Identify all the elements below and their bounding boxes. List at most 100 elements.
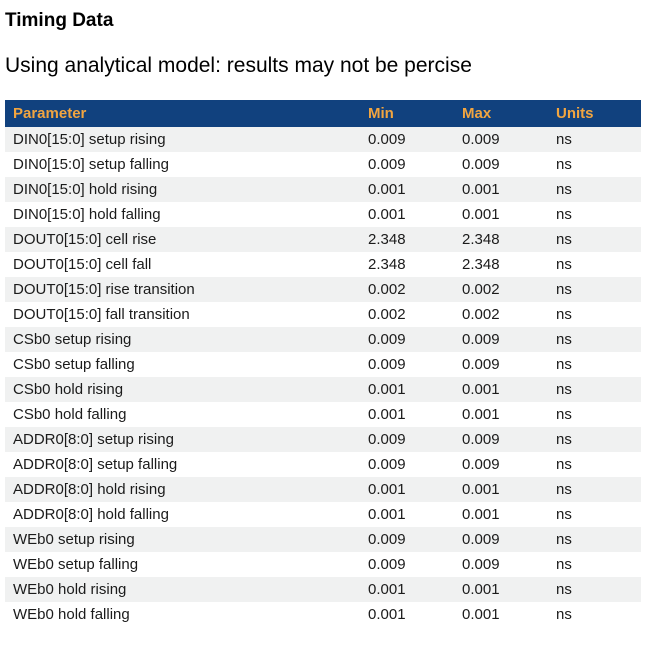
min-cell: 0.001 <box>368 381 406 398</box>
page-subtitle: Using analytical model: results may not … <box>5 54 472 77</box>
parameter-cell: DOUT0[15:0] cell fall <box>13 256 152 273</box>
max-cell: 0.001 <box>462 506 500 523</box>
table-row: WEb0 setup falling 0.009 0.009 ns <box>5 552 641 577</box>
max-cell: 0.001 <box>462 381 500 398</box>
units-cell: ns <box>556 256 572 273</box>
parameter-cell: WEb0 hold rising <box>13 581 127 598</box>
units-cell: ns <box>556 431 572 448</box>
units-cell: ns <box>556 231 572 248</box>
table-row: CSb0 hold rising 0.001 0.001 ns <box>5 377 641 402</box>
parameter-cell: DIN0[15:0] setup rising <box>13 131 166 148</box>
max-cell: 0.001 <box>462 606 500 623</box>
min-cell: 0.009 <box>368 531 406 548</box>
units-cell: ns <box>556 306 572 323</box>
table-row: WEb0 hold rising 0.001 0.001 ns <box>5 577 641 602</box>
table-row: DIN0[15:0] hold rising 0.001 0.001 ns <box>5 177 641 202</box>
max-cell: 0.009 <box>462 556 500 573</box>
min-cell: 2.348 <box>368 256 406 273</box>
units-cell: ns <box>556 131 572 148</box>
min-cell: 0.009 <box>368 556 406 573</box>
max-cell: 0.009 <box>462 331 500 348</box>
max-cell: 0.009 <box>462 431 500 448</box>
min-cell: 0.001 <box>368 506 406 523</box>
parameter-cell: ADDR0[8:0] hold rising <box>13 481 166 498</box>
min-cell: 0.001 <box>368 606 406 623</box>
max-cell: 0.009 <box>462 131 500 148</box>
units-cell: ns <box>556 406 572 423</box>
parameter-cell: DIN0[15:0] hold rising <box>13 181 158 198</box>
units-cell: ns <box>556 481 572 498</box>
min-cell: 0.001 <box>368 581 406 598</box>
units-cell: ns <box>556 331 572 348</box>
max-cell: 0.009 <box>462 356 500 373</box>
units-cell: ns <box>556 181 572 198</box>
max-cell: 0.001 <box>462 206 500 223</box>
table-row: DOUT0[15:0] rise transition 0.002 0.002 ns <box>5 277 641 302</box>
min-cell: 0.002 <box>368 281 406 298</box>
parameter-cell: ADDR0[8:0] hold falling <box>13 506 169 523</box>
units-cell: ns <box>556 381 572 398</box>
min-cell: 0.002 <box>368 306 406 323</box>
units-cell: ns <box>556 356 572 373</box>
table-row: DIN0[15:0] setup rising 0.009 0.009 ns <box>5 127 641 152</box>
parameter-cell: CSb0 setup falling <box>13 356 135 373</box>
min-cell: 0.009 <box>368 156 406 173</box>
min-cell: 0.009 <box>368 356 406 373</box>
table-row: ADDR0[8:0] hold rising 0.001 0.001 ns <box>5 477 641 502</box>
min-cell: 0.001 <box>368 181 406 198</box>
parameter-cell: CSb0 hold falling <box>13 406 127 423</box>
max-cell: 0.002 <box>462 306 500 323</box>
max-cell: 2.348 <box>462 256 500 273</box>
units-cell: ns <box>556 156 572 173</box>
table-header-row: Parameter Min Max Units <box>5 100 641 127</box>
max-cell: 0.009 <box>462 156 500 173</box>
table-row: ADDR0[8:0] setup falling 0.009 0.009 ns <box>5 452 641 477</box>
min-cell: 0.001 <box>368 481 406 498</box>
table-row: CSb0 setup rising 0.009 0.009 ns <box>5 327 641 352</box>
parameter-cell: WEb0 setup falling <box>13 556 139 573</box>
parameter-cell: DOUT0[15:0] rise transition <box>13 281 195 298</box>
parameter-cell: DIN0[15:0] setup falling <box>13 156 169 173</box>
parameter-cell: DOUT0[15:0] cell rise <box>13 231 157 248</box>
max-cell: 0.009 <box>462 456 500 473</box>
units-cell: ns <box>556 506 572 523</box>
max-cell: 0.009 <box>462 531 500 548</box>
units-cell: ns <box>556 206 572 223</box>
min-cell: 2.348 <box>368 231 406 248</box>
parameter-cell: DOUT0[15:0] fall transition <box>13 306 190 323</box>
units-cell: ns <box>556 281 572 298</box>
max-cell: 0.001 <box>462 181 500 198</box>
max-cell: 0.001 <box>462 481 500 498</box>
parameter-cell: ADDR0[8:0] setup falling <box>13 456 178 473</box>
min-cell: 0.009 <box>368 131 406 148</box>
table-row: DIN0[15:0] hold falling 0.001 0.001 ns <box>5 202 641 227</box>
table-row: ADDR0[8:0] setup rising 0.009 0.009 ns <box>5 427 641 452</box>
units-cell: ns <box>556 456 572 473</box>
parameter-cell: WEb0 hold falling <box>13 606 130 623</box>
table-row: WEb0 setup rising 0.009 0.009 ns <box>5 527 641 552</box>
min-cell: 0.009 <box>368 456 406 473</box>
max-cell: 0.001 <box>462 581 500 598</box>
table-row: CSb0 hold falling 0.001 0.001 ns <box>5 402 641 427</box>
units-cell: ns <box>556 606 572 623</box>
table-row: DOUT0[15:0] cell fall 2.348 2.348 ns <box>5 252 641 277</box>
timing-data-table: Parameter Min Max Units DIN0[15:0] setup ri… <box>5 100 641 627</box>
report-page: Timing Data Using analytical model: resu… <box>0 9 650 627</box>
min-cell: 0.009 <box>368 431 406 448</box>
column-header-parameter: Parameter <box>5 100 360 127</box>
parameter-cell: WEb0 setup rising <box>13 531 135 548</box>
table-row: DIN0[15:0] setup falling 0.009 0.009 ns <box>5 152 641 177</box>
column-header-units: Units <box>548 100 641 127</box>
units-cell: ns <box>556 581 572 598</box>
table-row: ADDR0[8:0] hold falling 0.001 0.001 ns <box>5 502 641 527</box>
table-row: WEb0 hold falling 0.001 0.001 ns <box>5 602 641 627</box>
units-cell: ns <box>556 556 572 573</box>
min-cell: 0.009 <box>368 331 406 348</box>
page-title: Timing Data <box>5 10 114 31</box>
parameter-cell: CSb0 hold rising <box>13 381 124 398</box>
table-row: DOUT0[15:0] cell rise 2.348 2.348 ns <box>5 227 641 252</box>
max-cell: 0.001 <box>462 406 500 423</box>
parameter-cell: DIN0[15:0] hold falling <box>13 206 161 223</box>
column-header-min: Min <box>360 100 454 127</box>
table-row: CSb0 setup falling 0.009 0.009 ns <box>5 352 641 377</box>
